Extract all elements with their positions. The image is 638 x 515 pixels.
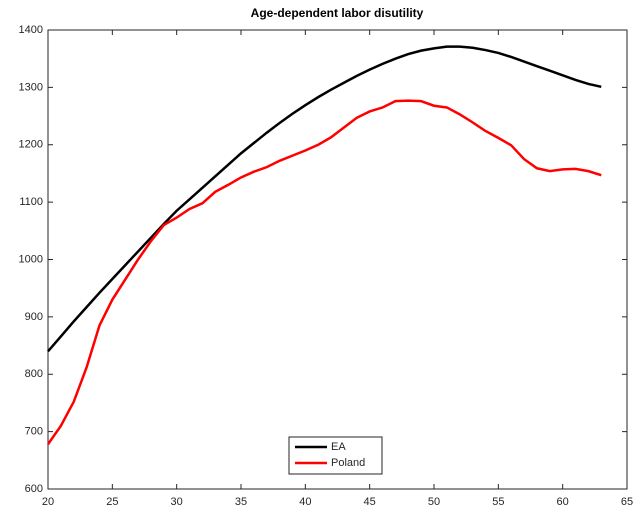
x-tick-label: 45 bbox=[364, 496, 376, 508]
x-tick-label: 55 bbox=[492, 496, 504, 508]
x-tick-label: 65 bbox=[621, 496, 633, 508]
x-tick-label: 40 bbox=[299, 496, 311, 508]
x-tick-label: 35 bbox=[235, 496, 247, 508]
plot-area bbox=[47, 29, 628, 490]
chart-title: Age-dependent labor disutility bbox=[251, 6, 424, 20]
y-tick-label: 1100 bbox=[19, 196, 43, 208]
series-line bbox=[47, 45, 602, 353]
y-tick-label: 700 bbox=[25, 426, 43, 438]
x-tick-label: 20 bbox=[42, 496, 54, 508]
legend: EA Poland bbox=[288, 436, 383, 475]
y-tick-label: 600 bbox=[25, 483, 43, 495]
y-tick-label: 1000 bbox=[19, 253, 43, 265]
series-line bbox=[46, 99, 602, 445]
x-tick-label: 60 bbox=[557, 496, 569, 508]
y-tick-label: 800 bbox=[25, 368, 43, 380]
x-tick-label: 50 bbox=[428, 496, 440, 508]
y-tick-label: 1300 bbox=[19, 81, 43, 93]
y-tick-label: 1400 bbox=[19, 24, 43, 36]
x-tick-label: 30 bbox=[171, 496, 183, 508]
legend-label: EA bbox=[331, 441, 346, 453]
y-tick-label: 900 bbox=[25, 311, 43, 323]
y-tick-label: 1200 bbox=[19, 139, 43, 151]
x-tick-label: 25 bbox=[106, 496, 118, 508]
legend-box bbox=[288, 436, 383, 475]
legend-label: Poland bbox=[331, 457, 365, 469]
